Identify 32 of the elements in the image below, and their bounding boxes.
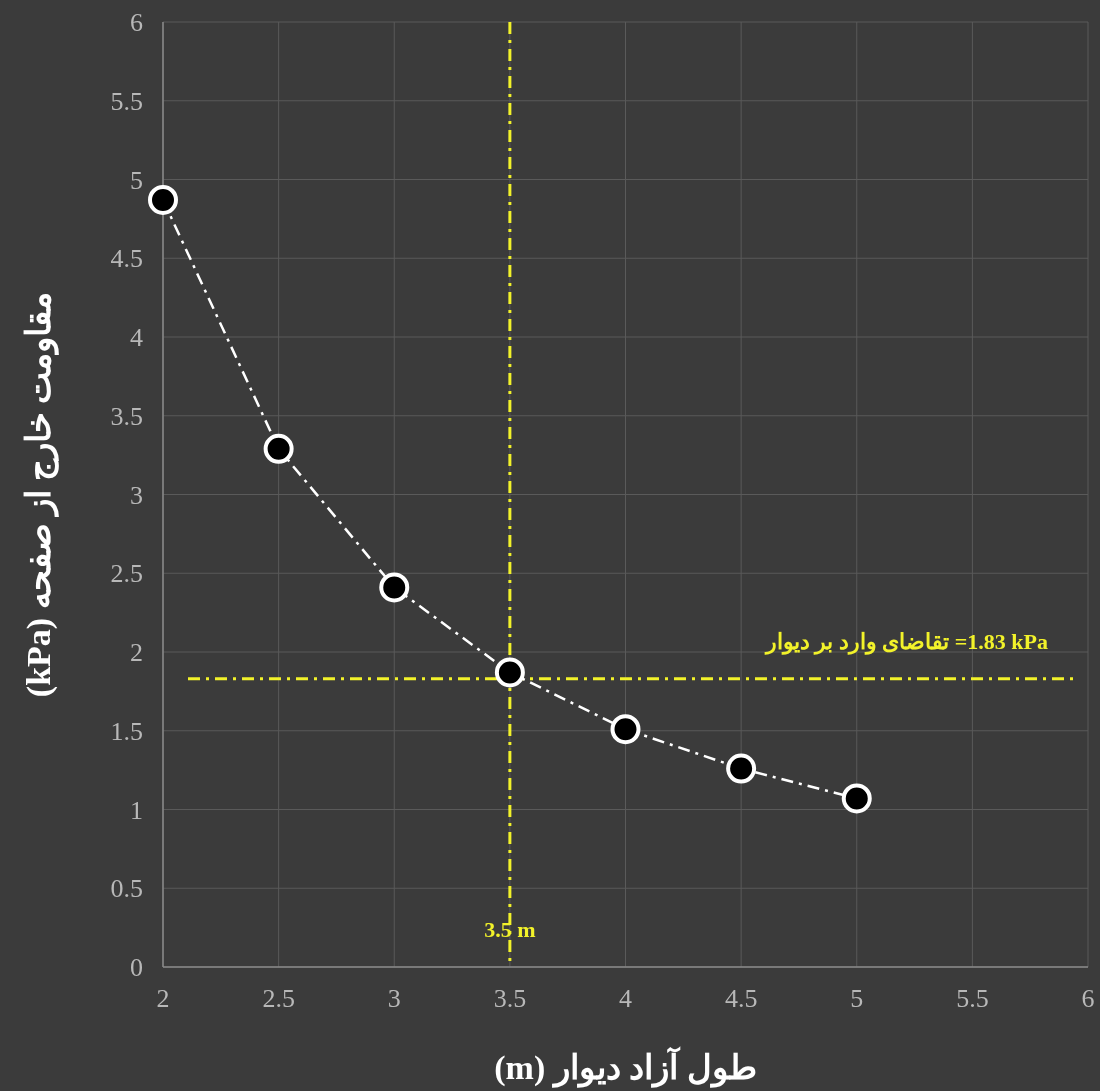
x-tick-label: 4 <box>619 984 632 1013</box>
x-axis-title: طول آزاد دیوار (m) <box>494 1046 757 1088</box>
x-tick-label: 5.5 <box>956 984 989 1013</box>
point <box>148 184 178 215</box>
x-tick-label: 3 <box>387 984 401 1013</box>
ref-line-label: تقاضای وارد بر دیوار =1.83 kPa <box>763 628 1048 655</box>
point <box>379 572 410 603</box>
y-tick-label: 3.5 <box>110 401 143 431</box>
y-tick-label: 0 <box>130 953 143 982</box>
point <box>841 783 872 814</box>
x-tick-label: 4.5 <box>724 984 758 1013</box>
x-tick-label: 2 <box>156 984 170 1013</box>
y-tick-label: 3 <box>130 480 143 510</box>
x-tick-label: 2.5 <box>262 984 295 1013</box>
x-tick-label: 5 <box>850 984 864 1013</box>
y-tick-label: 5 <box>130 165 143 195</box>
y-tick-label: 0.5 <box>110 874 143 904</box>
x-tick-label: 6 <box>1081 984 1095 1013</box>
y-tick-label: 5.5 <box>110 86 143 116</box>
point <box>263 433 294 464</box>
x-tick-label: 3.5 <box>493 984 527 1013</box>
y-tick-label: 2 <box>130 638 143 667</box>
y-tick-label: 1 <box>130 795 143 825</box>
y-tick-label: 1.5 <box>110 716 143 746</box>
point <box>726 753 757 784</box>
point <box>610 714 641 745</box>
y-tick-label: 4.5 <box>110 244 143 274</box>
y-tick-label: 6 <box>130 8 143 37</box>
y-tick-label: 4 <box>130 323 143 352</box>
y-tick-label: 2.5 <box>110 559 143 589</box>
point <box>494 657 525 688</box>
y-axis-title: مقاومت خارج از صفحه (kPa) <box>20 291 59 698</box>
